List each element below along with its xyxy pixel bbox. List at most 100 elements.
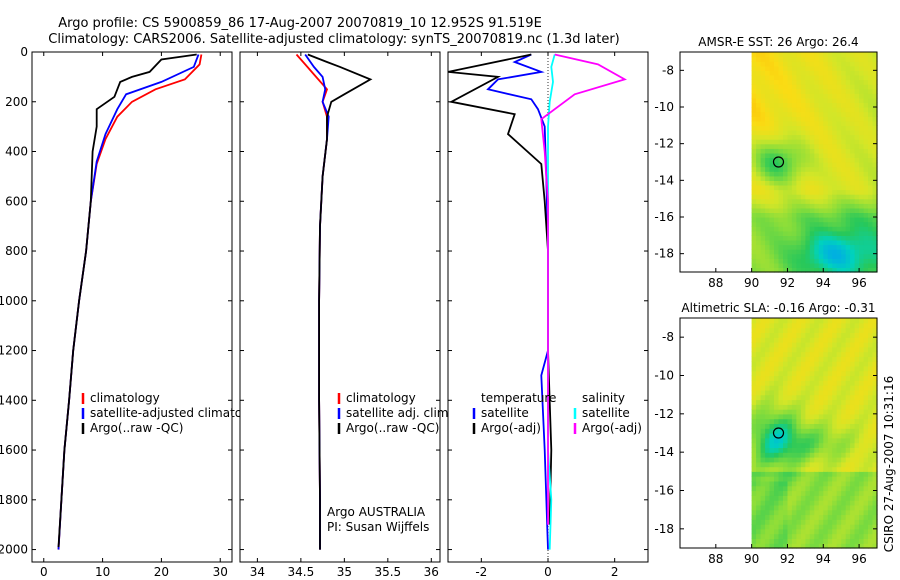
sla-map-cell — [765, 404, 771, 410]
sla-map-cell — [827, 356, 833, 362]
sla-map-cell — [841, 442, 847, 448]
sst-map-cell — [783, 93, 789, 99]
sst-map-cell — [863, 262, 869, 268]
depth-tick-label: 400 — [5, 145, 28, 159]
sst-map-cell — [765, 88, 771, 94]
sst-map-cell — [823, 253, 829, 259]
sst-map-cell — [854, 102, 860, 108]
sla-map-cell — [787, 361, 793, 367]
sst-map-cell — [809, 171, 815, 177]
sla-map-cell — [774, 351, 780, 357]
sla-map-cell — [841, 433, 847, 439]
sst-map-cell — [850, 116, 856, 122]
sst-map-cell — [859, 70, 865, 76]
sst-map-cell — [863, 157, 869, 163]
sst-map-cell — [814, 93, 820, 99]
sla-map-cell — [751, 447, 757, 453]
sla-map-cell — [845, 476, 851, 482]
side-timestamp-label: CSIRO 27-Aug-2007 10:31:16 — [882, 376, 896, 552]
sst-map-cell — [872, 79, 878, 85]
sla-map-cell — [787, 370, 793, 377]
sla-map-cell — [778, 452, 784, 458]
sla-map-cell — [751, 399, 757, 405]
sst-map-cell — [774, 194, 780, 200]
sla-map-cell — [854, 480, 860, 487]
sst-map-cell — [760, 217, 766, 223]
sst-map-cell — [832, 226, 838, 232]
sst-map-xtick-label: 96 — [851, 276, 866, 290]
sla-map-cell — [787, 322, 793, 329]
sst-map-cell — [859, 171, 865, 177]
sst-map-cell — [774, 52, 780, 58]
sst-map-cell — [751, 267, 757, 273]
sla-map-cell — [814, 471, 820, 477]
sst-map-cell — [832, 230, 838, 236]
sst-map-cell — [845, 239, 851, 246]
sst-map-cell — [832, 198, 838, 204]
sst-map-cell — [845, 129, 851, 136]
sla-map-cell — [805, 480, 811, 487]
sst-map-cell — [805, 111, 811, 117]
sst-map-cell — [832, 88, 838, 94]
sla-map-cell — [796, 519, 802, 525]
sla-map-cell — [783, 533, 789, 539]
sst-map-cell — [827, 88, 833, 94]
sst-map-cell — [791, 152, 797, 158]
sla-map-cell — [845, 394, 851, 401]
sst-map-cell — [841, 93, 847, 99]
sla-map-cell — [765, 318, 771, 324]
sla-map-cell — [783, 409, 789, 415]
sla-map-cell — [850, 504, 856, 511]
sst-map-cell — [805, 157, 811, 163]
sla-map-cell — [778, 351, 784, 357]
sst-map-cell — [859, 143, 865, 149]
sst-map-cell — [836, 207, 842, 213]
sst-map-cell — [756, 102, 762, 108]
sla-map-cell — [791, 380, 797, 386]
sst-map-cell — [769, 97, 775, 103]
sla-map-cell — [809, 361, 815, 367]
sst-map-cell — [774, 203, 780, 209]
sla-map-cell — [774, 504, 780, 511]
sla-map-cell — [800, 423, 806, 429]
sst-map-cell — [823, 235, 829, 241]
sst-map-cell — [850, 79, 856, 85]
sla-map-cell — [774, 433, 780, 439]
sst-map-cell — [791, 143, 797, 149]
sst-map-cell — [868, 74, 874, 81]
sla-map-cell — [827, 528, 833, 535]
sst-map-cell — [845, 262, 851, 268]
sst-map-cell — [800, 111, 806, 117]
sla-map-cell — [809, 380, 815, 386]
sst-map-cell — [765, 52, 771, 58]
sst-map-cell — [872, 194, 878, 200]
sst-map-cell — [841, 166, 847, 172]
sla-map-cell — [845, 428, 851, 434]
sst-map-cell — [872, 143, 878, 149]
sla-map-cell — [845, 423, 851, 429]
sst-map-cell — [756, 120, 762, 126]
sla-map-cell — [827, 342, 833, 348]
sla-map-cell — [823, 524, 829, 530]
sla-map-cell — [827, 380, 833, 386]
depth-tick-label: 1000 — [0, 294, 28, 308]
sst-map-cell — [832, 162, 838, 168]
sla-map-cell — [760, 346, 766, 353]
sst-map-cell — [774, 134, 780, 140]
sst-map-cell — [809, 207, 815, 213]
sla-map-cell — [787, 337, 793, 343]
sla-map-cell — [787, 495, 793, 501]
sst-map-cell — [841, 212, 847, 218]
sla-map-cell — [805, 365, 811, 372]
sst-map-cell — [827, 253, 833, 259]
sst-map-cell — [827, 143, 833, 149]
sst-map-cell — [832, 194, 838, 200]
sla-map-cell — [854, 452, 860, 458]
temperature-xtick-label: 10 — [95, 565, 110, 579]
sla-map-cell — [827, 480, 833, 487]
sst-map-cell — [827, 226, 833, 232]
sla-map-cell — [827, 461, 833, 468]
sla-map-cell — [836, 480, 842, 487]
sla-map-cell — [765, 524, 771, 530]
